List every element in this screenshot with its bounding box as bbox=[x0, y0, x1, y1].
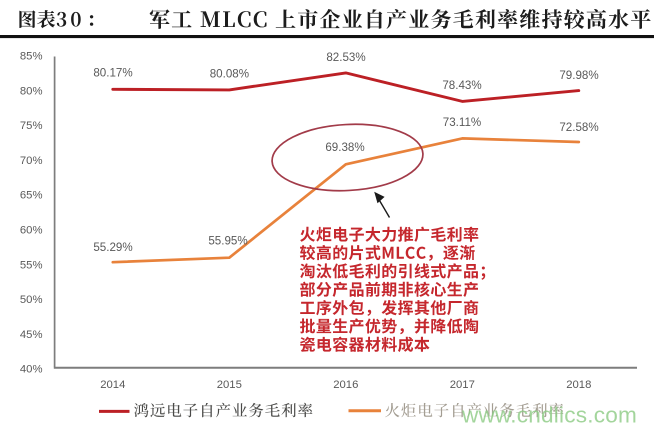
svg-text:2018: 2018 bbox=[566, 379, 591, 391]
svg-text:55%: 55% bbox=[20, 259, 43, 271]
svg-text:50%: 50% bbox=[20, 294, 43, 306]
svg-text:45%: 45% bbox=[20, 329, 43, 341]
svg-text:www.cndlics.com: www.cndlics.com bbox=[461, 402, 637, 427]
svg-text:65%: 65% bbox=[20, 190, 43, 202]
svg-text:80.17%: 80.17% bbox=[93, 66, 132, 79]
svg-text:80.08%: 80.08% bbox=[210, 68, 249, 81]
svg-text:40%: 40% bbox=[20, 364, 43, 376]
svg-text:60%: 60% bbox=[20, 225, 43, 237]
svg-text:79.98%: 79.98% bbox=[559, 69, 598, 82]
svg-text:78.43%: 78.43% bbox=[442, 79, 481, 92]
svg-text:70%: 70% bbox=[20, 155, 43, 167]
svg-text:2016: 2016 bbox=[333, 379, 358, 391]
svg-text:80%: 80% bbox=[20, 86, 43, 98]
svg-text:73.11%: 73.11% bbox=[443, 116, 481, 129]
svg-text:69.38%: 69.38% bbox=[325, 141, 364, 154]
svg-text:2015: 2015 bbox=[217, 379, 242, 391]
svg-text:82.53%: 82.53% bbox=[326, 51, 365, 64]
svg-text:55.95%: 55.95% bbox=[208, 235, 247, 248]
svg-text:55.29%: 55.29% bbox=[93, 241, 132, 254]
svg-text:75%: 75% bbox=[20, 120, 43, 132]
svg-text:72.58%: 72.58% bbox=[559, 121, 598, 134]
svg-text:85%: 85% bbox=[20, 51, 43, 63]
svg-text:2017: 2017 bbox=[450, 379, 475, 391]
svg-text:2014: 2014 bbox=[100, 379, 125, 391]
